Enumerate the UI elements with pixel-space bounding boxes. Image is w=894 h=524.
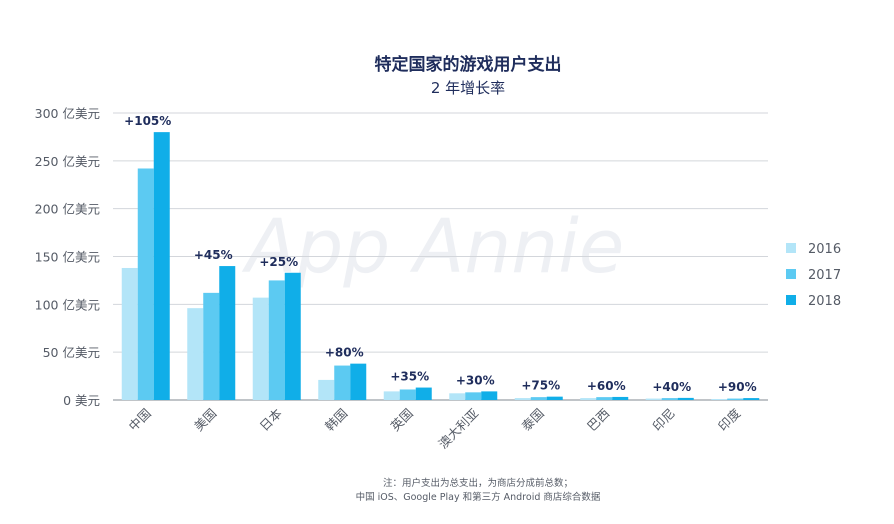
y-tick-label: 0 美元: [63, 393, 100, 408]
bar: [530, 397, 547, 400]
y-tick-label: 50 亿美元: [43, 345, 100, 360]
data-label: +25%: [259, 255, 298, 269]
bar: [465, 392, 482, 400]
data-label: +105%: [124, 114, 171, 128]
category-label: 印度: [715, 405, 744, 434]
footnote-line-2: 中国 iOS、Google Play 和第三方 Android 商店综合数据: [356, 491, 601, 503]
data-label: +60%: [587, 379, 626, 393]
bar: [449, 393, 466, 400]
legend-label: 2016: [808, 242, 841, 257]
bar: [596, 397, 613, 400]
category-label: 日本: [257, 405, 286, 434]
y-tick-label: 250 亿美元: [35, 154, 100, 169]
y-tick-label: 200 亿美元: [35, 202, 100, 217]
x-axis-categories: 中国 美国 日本 韩国 英国 澳大利亚 泰国 巴西 印尼 印度: [126, 405, 744, 451]
bar: [711, 399, 728, 400]
data-labels: +105% +45% +25% +80% +35% +30% +75% +60% +40% +90…: [124, 114, 756, 394]
y-tick-label: 150 亿美元: [35, 250, 100, 265]
bar: [677, 397, 694, 400]
bar: [318, 379, 335, 400]
data-label: +30%: [456, 373, 495, 387]
bar: [661, 398, 678, 400]
category-label: 美国: [191, 406, 219, 434]
legend-label: 2017: [808, 268, 841, 283]
y-axis-ticks: 0 美元 50 亿美元 100 亿美元 150 亿美元 200 亿美元 250 亿美元 30…: [35, 106, 100, 408]
bar: [383, 391, 400, 400]
bars: [121, 132, 760, 400]
bar: [121, 267, 138, 400]
data-label: +90%: [718, 380, 757, 394]
bar: [612, 396, 629, 400]
legend-swatch: [786, 269, 796, 279]
legend: 2016 2017 2018: [786, 242, 841, 309]
data-label: +45%: [194, 248, 233, 262]
bar: [580, 398, 597, 400]
bar: [334, 365, 351, 400]
bar: [252, 297, 269, 400]
footnote-line-1: 注：用户支出为总支出，为商店分成前总数；: [383, 477, 573, 489]
y-tick-label: 100 亿美元: [35, 297, 100, 312]
bar: [399, 389, 416, 400]
bar: [743, 398, 760, 400]
category-label: 澳大利亚: [435, 406, 481, 452]
bar: [350, 363, 367, 400]
bar: [415, 387, 432, 400]
bar: [514, 398, 531, 400]
bar: [284, 272, 301, 400]
category-label: 韩国: [322, 406, 350, 434]
category-label: 中国: [126, 406, 154, 434]
category-label: 印尼: [650, 406, 678, 434]
legend-label: 2018: [808, 294, 841, 309]
bar: [268, 280, 285, 400]
bar: [137, 168, 154, 400]
data-label: +40%: [652, 380, 691, 394]
watermark: App Annie: [242, 204, 625, 290]
chart-title: 特定国家的游戏用户支出: [375, 54, 562, 75]
data-label: +35%: [390, 370, 429, 384]
chart-subtitle: 2 年增长率: [431, 79, 505, 97]
data-label: +75%: [521, 379, 560, 393]
category-label: 巴西: [584, 406, 612, 434]
bar: [153, 132, 170, 400]
bar: [727, 398, 744, 400]
bar: [645, 398, 662, 400]
category-label: 英国: [388, 406, 416, 434]
bar: [546, 396, 563, 400]
y-tick-label: 300 亿美元: [35, 106, 100, 121]
legend-swatch: [786, 243, 796, 253]
data-label: +80%: [325, 346, 364, 360]
bar: [187, 308, 204, 400]
bar: [481, 391, 498, 400]
category-label: 泰国: [519, 406, 547, 434]
bar: [203, 292, 220, 400]
legend-swatch: [786, 295, 796, 305]
bar: [219, 266, 236, 400]
